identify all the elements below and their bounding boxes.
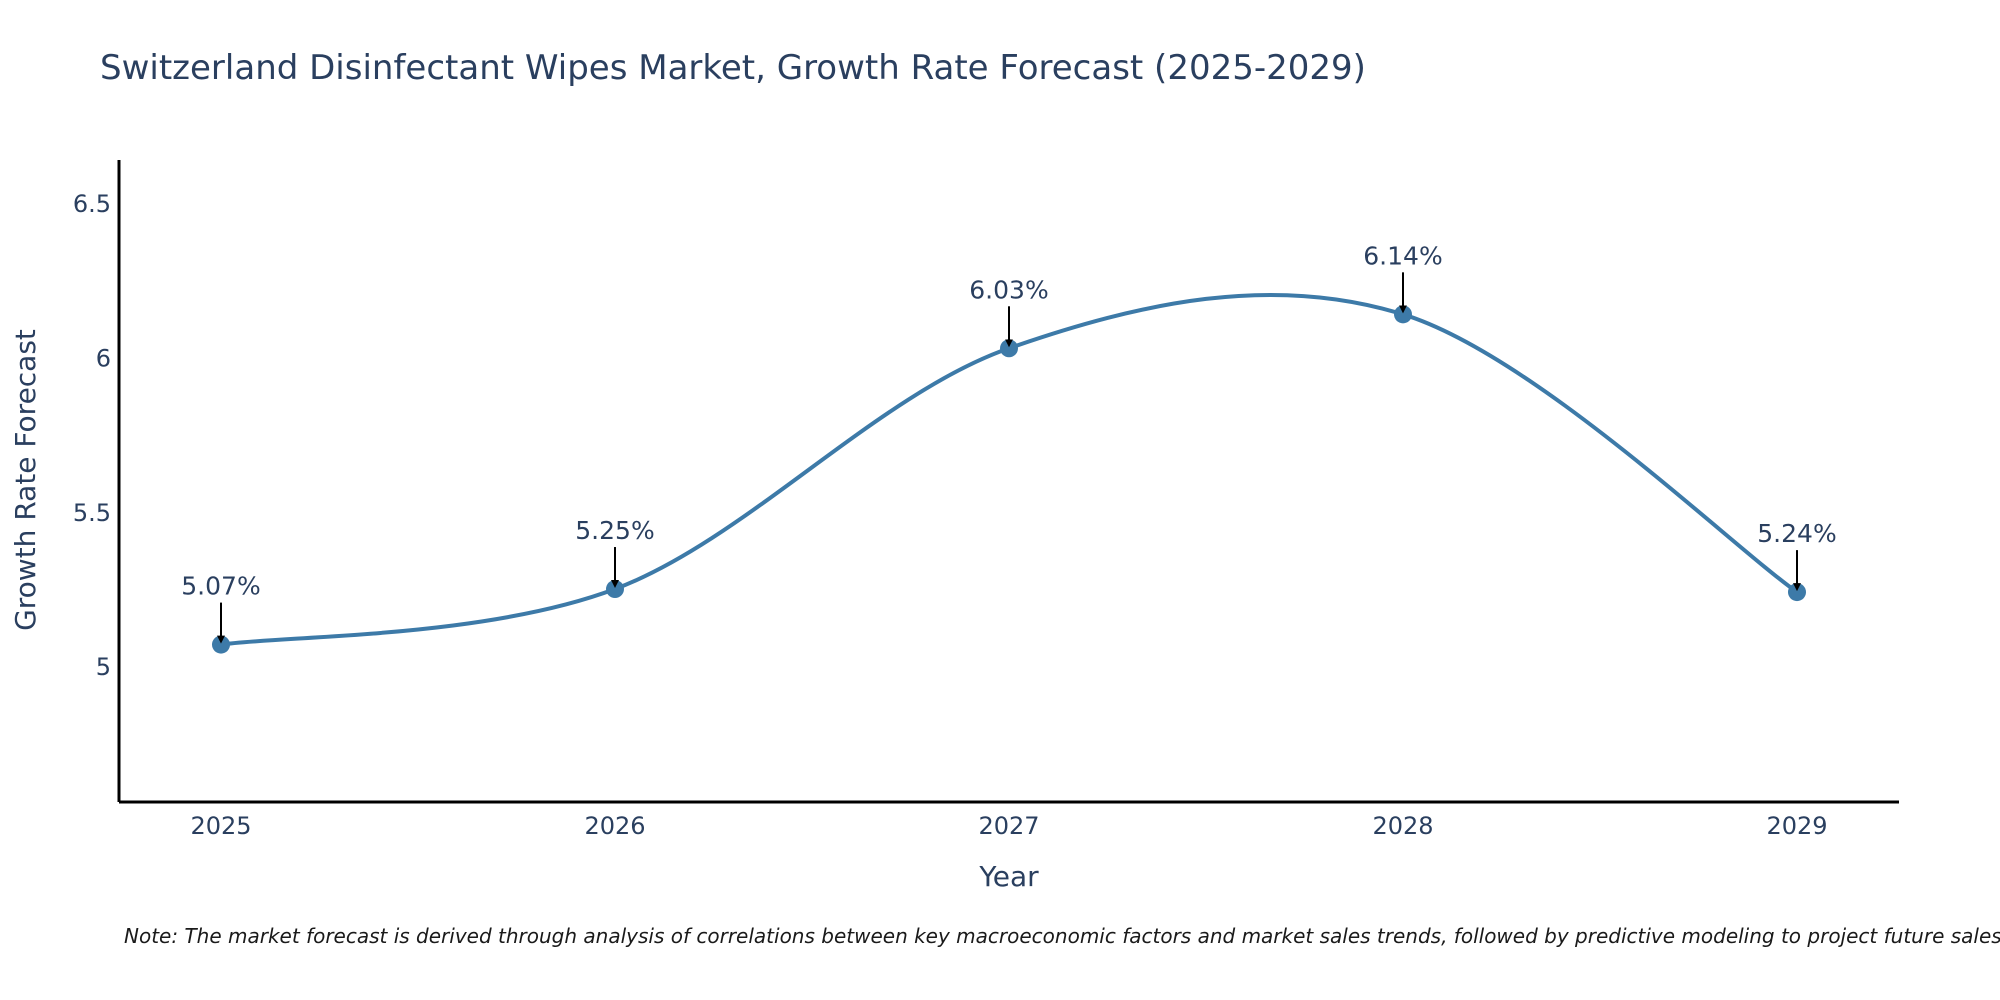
data-label: 5.07%	[181, 572, 260, 601]
data-label: 6.14%	[1363, 241, 1442, 270]
y-tick-label: 6	[96, 345, 111, 373]
data-label: 6.03%	[969, 275, 1048, 304]
data-point-marker	[1788, 583, 1806, 602]
data-label: 5.25%	[575, 516, 654, 545]
x-tick-label: 2027	[978, 812, 1039, 840]
data-label: 5.24%	[1757, 519, 1836, 548]
y-tick-labels: 5 5.5 6 6.5	[73, 190, 111, 681]
annotation-arrows	[217, 272, 1801, 644]
chart-title: Switzerland Disinfectant Wipes Market, G…	[100, 48, 1366, 88]
x-tick-labels: 2025 2026 2027 2028 2029	[190, 812, 1827, 840]
x-tick-label: 2025	[190, 812, 251, 840]
y-tick-label: 5	[96, 653, 111, 681]
data-markers	[212, 305, 1806, 654]
x-tick-label: 2026	[584, 812, 645, 840]
footnote: Note: The market forecast is derived thr…	[124, 924, 2000, 948]
x-tick-label: 2029	[1766, 812, 1827, 840]
data-point-marker	[1000, 339, 1018, 358]
x-tick-label: 2028	[1372, 812, 1433, 840]
axes	[117, 160, 1899, 804]
x-axis-title: Year	[978, 860, 1039, 893]
y-axis-title: Growth Rate Forecast	[9, 329, 42, 631]
data-point-marker	[1394, 305, 1412, 324]
data-point-marker	[212, 635, 230, 654]
y-tick-label: 5.5	[73, 499, 111, 527]
y-tick-label: 6.5	[73, 190, 111, 218]
data-point-marker	[606, 580, 624, 599]
data-labels: 5.07% 5.25% 6.03% 6.14% 5.24%	[181, 241, 1836, 600]
